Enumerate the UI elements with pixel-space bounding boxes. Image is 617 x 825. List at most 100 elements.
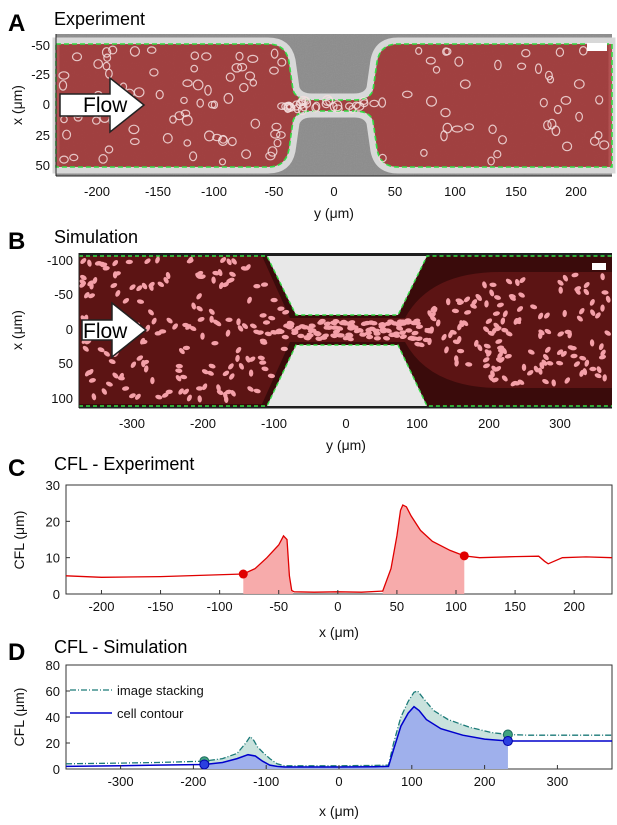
simulated-cell <box>498 357 505 363</box>
simulated-cell <box>429 312 436 318</box>
simulated-cell <box>222 370 230 377</box>
simulated-cell <box>326 325 334 330</box>
red-blood-cell <box>516 62 527 71</box>
panel-a-xlabel: y (μm) <box>314 205 354 221</box>
red-blood-cell <box>183 139 192 147</box>
simulated-cell <box>558 286 563 294</box>
panel-d-letter: D <box>8 639 25 666</box>
panel-a-xtick-8: 200 <box>565 184 587 199</box>
simulated-cell <box>142 359 150 365</box>
simulated-cell <box>89 282 94 290</box>
red-blood-cell <box>129 137 140 146</box>
panel-b-ytick-1: -50 <box>54 287 73 302</box>
simulated-cell <box>151 317 157 325</box>
simulated-cell <box>218 282 224 290</box>
simulated-cell <box>155 256 160 264</box>
red-blood-cell <box>442 122 453 134</box>
simulated-cell <box>82 345 89 352</box>
simulated-cell <box>143 365 149 373</box>
simulated-cell <box>485 318 493 324</box>
scale-bar-a <box>587 43 607 51</box>
simulated-cell <box>155 394 163 400</box>
simulated-cell <box>491 365 498 372</box>
simulated-cell <box>379 327 387 332</box>
panel-a-xtick-5: 50 <box>388 184 402 199</box>
panel-d-xtick-2: -100 <box>253 774 279 789</box>
simulated-cell <box>551 379 556 387</box>
simulated-cell <box>202 383 208 391</box>
red-blood-cell <box>415 46 423 55</box>
red-blood-cell <box>92 116 101 125</box>
simulated-cell <box>556 360 564 366</box>
simulated-cell <box>207 370 214 376</box>
panel-d-legend: image stacking cell contour <box>70 683 204 721</box>
red-blood-cell <box>169 115 177 124</box>
panel-a-ytick-3: 25 <box>36 128 50 143</box>
simulated-cell <box>542 379 549 385</box>
simulated-cell <box>247 386 254 392</box>
red-blood-cell <box>573 79 585 89</box>
simulated-cell <box>175 375 182 382</box>
panel-c-xtick-5: 50 <box>390 599 404 614</box>
cell-contour-marker-3 <box>502 736 513 747</box>
simulated-cell <box>226 258 232 266</box>
simulated-cell <box>129 284 136 291</box>
panel-d: D CFL - Simulation -300 -200 -100 0 100 200 30… <box>8 637 613 819</box>
panel-a-ytick-2: 0 <box>43 97 50 112</box>
red-blood-cell <box>440 130 448 142</box>
simulated-cell <box>373 336 381 341</box>
simulated-cell <box>259 360 267 365</box>
red-blood-cell <box>543 120 552 131</box>
simulated-cell <box>220 257 227 263</box>
simulated-cell <box>482 281 487 289</box>
panel-a-axes: -200 -150 -100 -50 0 50 100 150 200 y (μ… <box>9 34 612 221</box>
simulated-cell <box>238 362 244 370</box>
simulated-cell <box>363 320 371 326</box>
simulated-cell <box>306 332 314 338</box>
panel-d-xtick-0: -300 <box>108 774 134 789</box>
panel-d-plot: -300 -200 -100 0 100 200 300 0 20 40 60 80 <box>46 658 612 789</box>
simulated-cell <box>417 342 425 348</box>
red-blood-cell <box>454 56 464 67</box>
red-blood-cell <box>425 56 436 65</box>
simulated-cell <box>441 333 447 341</box>
red-blood-cell <box>599 140 610 150</box>
simulated-cell <box>253 388 261 394</box>
simulated-cell <box>180 374 188 380</box>
simulated-cell <box>516 306 524 312</box>
simulated-cell <box>101 388 107 395</box>
simulated-cell <box>465 362 473 367</box>
flow-label-a: Flow <box>83 94 128 117</box>
simulated-cell <box>546 361 554 366</box>
panel-b-letter: B <box>8 228 25 255</box>
simulated-cell <box>229 373 235 380</box>
red-blood-cell <box>244 71 256 81</box>
red-blood-cell <box>369 99 380 108</box>
panel-b-xtick-4: 100 <box>406 416 428 431</box>
simulated-cell <box>484 300 489 308</box>
simulated-cell <box>165 271 171 280</box>
panel-c-xtick-8: 200 <box>563 599 585 614</box>
simulated-cell <box>579 308 585 315</box>
simulated-cell <box>97 347 105 353</box>
simulated-cell <box>346 336 354 342</box>
red-blood-cell <box>270 48 279 59</box>
simulated-cell <box>80 258 87 264</box>
simulated-cell <box>92 277 98 284</box>
simulated-cell <box>161 392 169 398</box>
simulated-cell <box>102 266 110 271</box>
image-stacking-line <box>65 690 612 767</box>
simulated-cell <box>91 393 97 401</box>
red-blood-cell <box>539 97 548 108</box>
panel-c-xlabel: x (μm) <box>319 624 359 640</box>
simulated-cell <box>393 333 401 338</box>
red-blood-cell <box>426 95 438 107</box>
simulated-cell <box>364 330 372 336</box>
simulated-cell <box>217 269 223 277</box>
simulated-cell <box>301 325 309 330</box>
simulated-cell <box>600 304 605 312</box>
simulated-cell <box>262 320 271 325</box>
flow-arrow-a: Flow <box>59 76 146 134</box>
red-blood-cell <box>291 100 301 111</box>
simulated-cell <box>542 354 549 361</box>
